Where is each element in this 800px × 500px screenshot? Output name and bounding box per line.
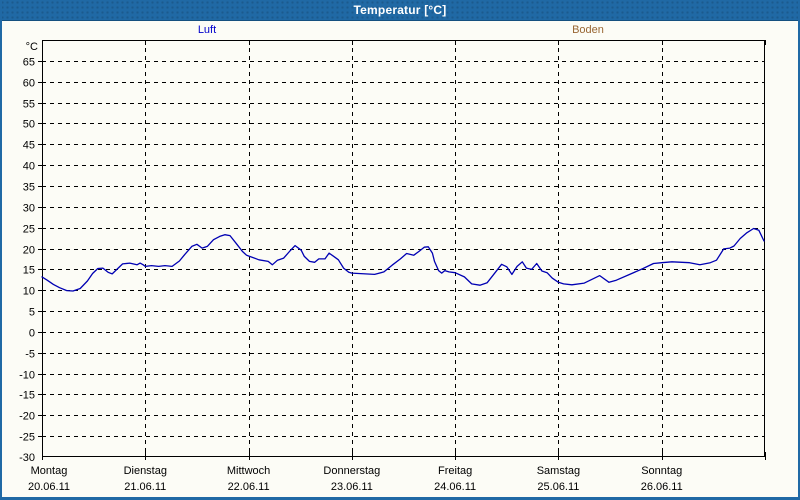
day-label: Donnerstag (323, 465, 380, 477)
y-tick-labels: -30 -25 -20 -15 -10 -5 0 5 10 15 20 25 30 35 40 45 50 55 6… (19, 41, 38, 464)
day-label: Mittwoch (227, 465, 270, 477)
legend-label-boden: Boden (572, 24, 604, 36)
window-titlebar[interactable]: Temperatur [°C] (2, 0, 798, 21)
svg-text:0: 0 (29, 328, 35, 340)
svg-text:55: 55 (23, 99, 35, 111)
date-label: 21.06.11 (124, 481, 166, 493)
date-label: 25.06.11 (537, 481, 579, 493)
svg-text:-30: -30 (19, 452, 35, 464)
svg-text:20: 20 (23, 245, 35, 257)
day-label: Freitag (438, 465, 472, 477)
date-label: 26.06.11 (641, 481, 683, 493)
day-label: Montag (31, 465, 68, 477)
date-label: 23.06.11 (331, 481, 373, 493)
window-title: Temperatur [°C] (353, 3, 447, 17)
svg-text:-15: -15 (19, 390, 35, 402)
y-axis-unit: °C (26, 41, 38, 53)
svg-text:25: 25 (23, 224, 35, 236)
svg-text:-10: -10 (19, 370, 35, 382)
svg-text:35: 35 (23, 182, 35, 194)
svg-text:15: 15 (23, 265, 35, 277)
date-label: 20.06.11 (28, 481, 70, 493)
legend-label-luft: Luft (197, 24, 217, 36)
svg-text:5: 5 (29, 307, 35, 319)
svg-text:-20: -20 (19, 411, 35, 423)
svg-text:65: 65 (23, 57, 35, 69)
day-label: Dienstag (124, 465, 167, 477)
svg-text:60: 60 (23, 78, 35, 90)
date-label: 24.06.11 (434, 481, 476, 493)
svg-text:-25: -25 (19, 432, 35, 444)
svg-text:30: 30 (23, 203, 35, 215)
plot-frame (41, 39, 766, 458)
svg-text:40: 40 (23, 161, 35, 173)
day-label: Samstag (537, 465, 580, 477)
luft-line (41, 227, 765, 292)
y-gridlines (38, 61, 765, 437)
date-label: 22.06.11 (228, 481, 270, 493)
x-gridlines (42, 40, 766, 460)
svg-text:45: 45 (23, 140, 35, 152)
svg-text:-5: -5 (25, 349, 35, 361)
svg-text:10: 10 (23, 286, 35, 298)
x-axis-labels: Montag 20.06.11 Dienstag 21.06.11 Mittwoch 22… (28, 465, 683, 493)
day-label: Sonntag (641, 465, 682, 477)
svg-text:50: 50 (23, 119, 35, 131)
